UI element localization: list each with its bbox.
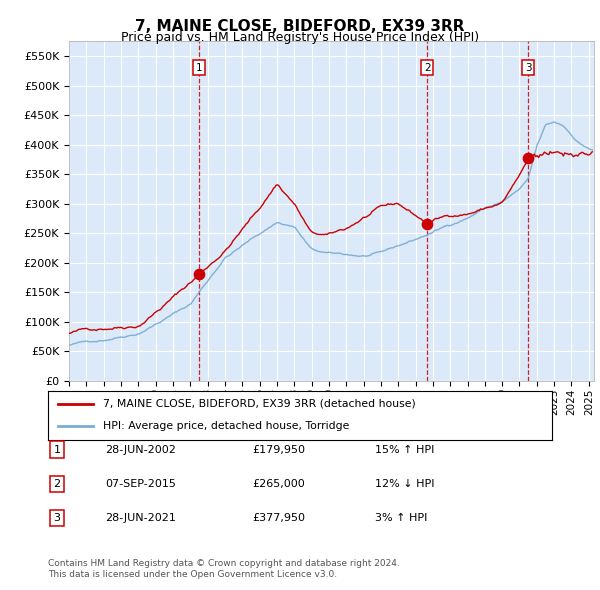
Text: 3: 3	[524, 63, 531, 73]
Text: 2: 2	[424, 63, 431, 73]
Text: This data is licensed under the Open Government Licence v3.0.: This data is licensed under the Open Gov…	[48, 571, 337, 579]
Point	[194, 270, 203, 279]
Text: Contains HM Land Registry data © Crown copyright and database right 2024.: Contains HM Land Registry data © Crown c…	[48, 559, 400, 568]
Text: 3% ↑ HPI: 3% ↑ HPI	[375, 513, 427, 523]
Text: 3: 3	[53, 513, 61, 523]
Text: £265,000: £265,000	[252, 479, 305, 489]
Text: 7, MAINE CLOSE, BIDEFORD, EX39 3RR: 7, MAINE CLOSE, BIDEFORD, EX39 3RR	[135, 19, 465, 34]
Text: £179,950: £179,950	[252, 445, 305, 454]
Text: 2: 2	[53, 479, 61, 489]
Text: 1: 1	[196, 63, 202, 73]
Text: 28-JUN-2021: 28-JUN-2021	[105, 513, 176, 523]
Text: HPI: Average price, detached house, Torridge: HPI: Average price, detached house, Torr…	[103, 421, 350, 431]
Text: 07-SEP-2015: 07-SEP-2015	[105, 479, 176, 489]
Point	[523, 153, 533, 162]
Text: 12% ↓ HPI: 12% ↓ HPI	[375, 479, 434, 489]
Text: 1: 1	[53, 445, 61, 454]
Text: 15% ↑ HPI: 15% ↑ HPI	[375, 445, 434, 454]
Text: £377,950: £377,950	[252, 513, 305, 523]
Text: 28-JUN-2002: 28-JUN-2002	[105, 445, 176, 454]
Point	[422, 219, 432, 229]
Text: 7, MAINE CLOSE, BIDEFORD, EX39 3RR (detached house): 7, MAINE CLOSE, BIDEFORD, EX39 3RR (deta…	[103, 399, 416, 409]
Text: Price paid vs. HM Land Registry's House Price Index (HPI): Price paid vs. HM Land Registry's House …	[121, 31, 479, 44]
